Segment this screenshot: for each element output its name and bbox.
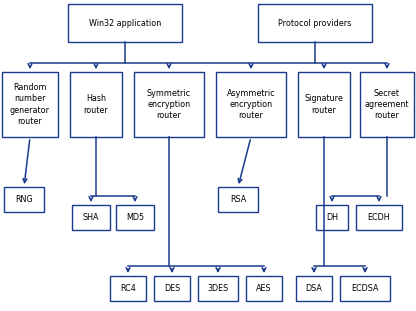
Text: RSA: RSA <box>230 195 246 204</box>
FancyBboxPatch shape <box>116 205 154 230</box>
Text: Asymmetric
encryption
router: Asymmetric encryption router <box>227 89 275 120</box>
FancyBboxPatch shape <box>258 4 372 42</box>
Text: RNG: RNG <box>15 195 33 204</box>
FancyBboxPatch shape <box>218 187 258 212</box>
Text: Signature
router: Signature router <box>305 95 344 114</box>
FancyBboxPatch shape <box>216 72 286 137</box>
Text: Secret
agreement
router: Secret agreement router <box>365 89 409 120</box>
FancyBboxPatch shape <box>298 72 350 137</box>
FancyBboxPatch shape <box>68 4 182 42</box>
FancyBboxPatch shape <box>360 72 414 137</box>
Text: Protocol providers: Protocol providers <box>278 18 352 27</box>
Text: SHA: SHA <box>83 213 99 222</box>
FancyBboxPatch shape <box>134 72 204 137</box>
FancyBboxPatch shape <box>316 205 348 230</box>
FancyBboxPatch shape <box>296 276 332 301</box>
Text: Win32 application: Win32 application <box>89 18 161 27</box>
FancyBboxPatch shape <box>72 205 110 230</box>
Text: RC4: RC4 <box>120 284 136 293</box>
Text: Symmetric
encryption
router: Symmetric encryption router <box>147 89 191 120</box>
FancyBboxPatch shape <box>4 187 44 212</box>
Text: DH: DH <box>326 213 338 222</box>
FancyBboxPatch shape <box>246 276 282 301</box>
Text: Hash
router: Hash router <box>84 95 109 114</box>
FancyBboxPatch shape <box>154 276 190 301</box>
Text: ECDSA: ECDSA <box>351 284 379 293</box>
Text: DES: DES <box>164 284 180 293</box>
FancyBboxPatch shape <box>2 72 58 137</box>
Text: AES: AES <box>256 284 272 293</box>
FancyBboxPatch shape <box>340 276 390 301</box>
Text: ECDH: ECDH <box>368 213 390 222</box>
FancyBboxPatch shape <box>356 205 402 230</box>
FancyBboxPatch shape <box>110 276 146 301</box>
Text: Random
number
generator
router: Random number generator router <box>10 83 50 126</box>
FancyBboxPatch shape <box>70 72 122 137</box>
Text: DSA: DSA <box>306 284 322 293</box>
Text: MD5: MD5 <box>126 213 144 222</box>
FancyBboxPatch shape <box>198 276 238 301</box>
Text: 3DES: 3DES <box>207 284 229 293</box>
